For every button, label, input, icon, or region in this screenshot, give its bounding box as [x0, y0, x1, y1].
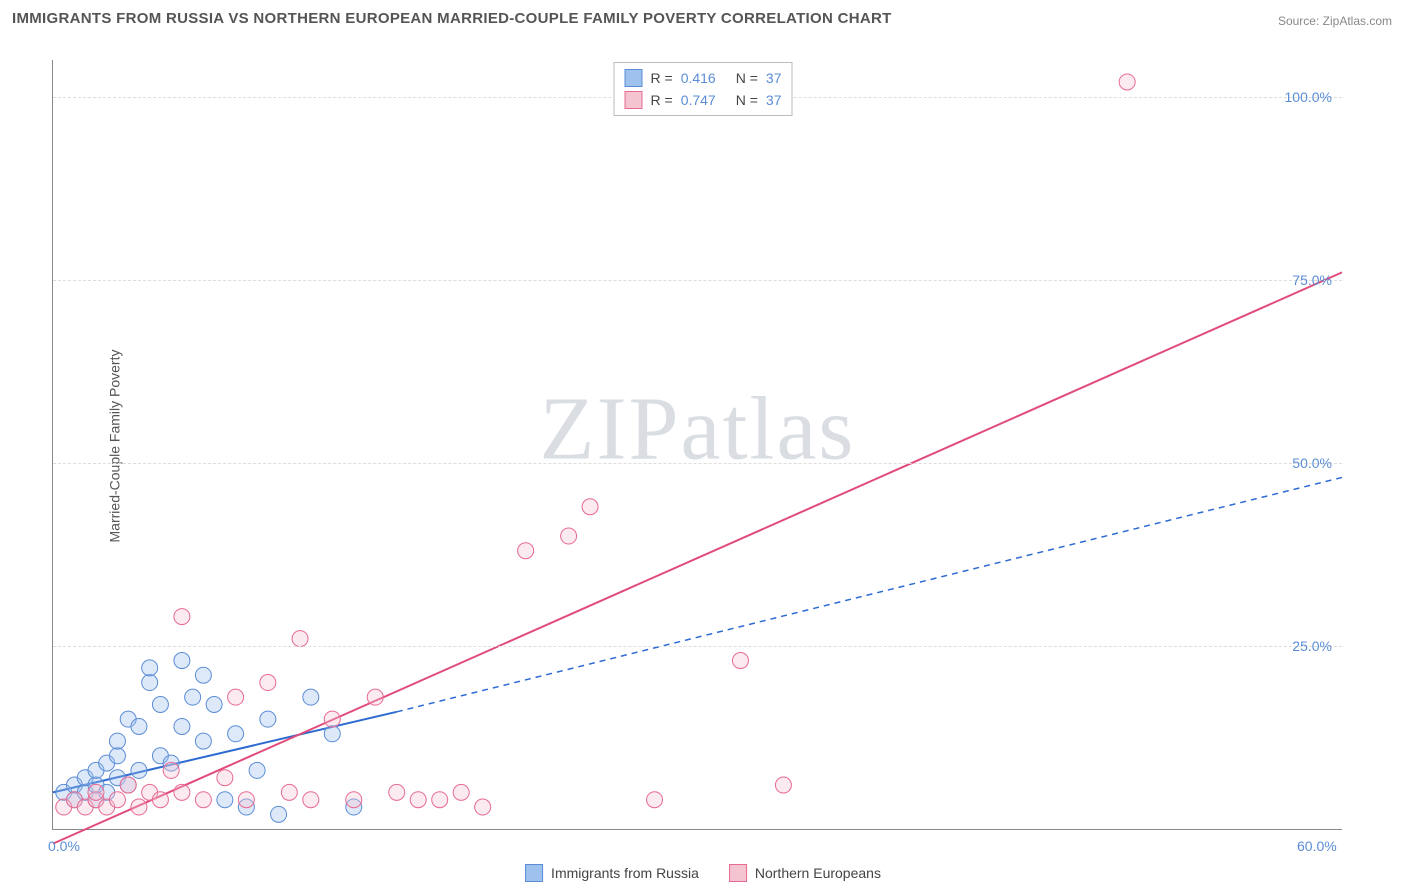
legend-swatch: [729, 864, 747, 882]
legend-swatch: [625, 69, 643, 87]
series-legend-label: Immigrants from Russia: [551, 865, 699, 881]
series-legend-item: Immigrants from Russia: [525, 864, 699, 882]
y-tick-label: 50.0%: [1292, 455, 1332, 471]
legend-r-label: R =: [651, 70, 673, 86]
legend-swatch: [525, 864, 543, 882]
y-tick-label: 25.0%: [1292, 638, 1332, 654]
source-attribution: Source: ZipAtlas.com: [1278, 14, 1392, 28]
legend-r-label: R =: [651, 92, 673, 108]
legend-n-label: N =: [736, 70, 758, 86]
legend-r-value: 0.747: [681, 92, 716, 108]
series-legend: Immigrants from Russia Northern Europeans: [525, 864, 881, 882]
legend-n-value: 37: [766, 70, 782, 86]
plot-area: ZIPatlas 25.0%50.0%75.0%100.0%0.0%60.0%: [52, 60, 1342, 830]
legend-row: R = 0.416 N = 37: [625, 67, 782, 89]
y-tick-label: 75.0%: [1292, 272, 1332, 288]
legend-swatch: [625, 91, 643, 109]
correlation-legend: R = 0.416 N = 37 R = 0.747 N = 37: [614, 62, 793, 116]
gridline: [53, 646, 1342, 647]
series-legend-label: Northern Europeans: [755, 865, 881, 881]
legend-n-label: N =: [736, 92, 758, 108]
gridline: [53, 463, 1342, 464]
y-tick-label: 100.0%: [1285, 89, 1332, 105]
legend-row: R = 0.747 N = 37: [625, 89, 782, 111]
gridline: [53, 280, 1342, 281]
legend-r-value: 0.416: [681, 70, 716, 86]
legend-n-value: 37: [766, 92, 782, 108]
chart-title: IMMIGRANTS FROM RUSSIA VS NORTHERN EUROP…: [12, 10, 892, 27]
x-tick-label: 60.0%: [1297, 838, 1337, 854]
x-tick-label: 0.0%: [48, 838, 80, 854]
series-legend-item: Northern Europeans: [729, 864, 881, 882]
chart-svg: [53, 60, 1342, 829]
